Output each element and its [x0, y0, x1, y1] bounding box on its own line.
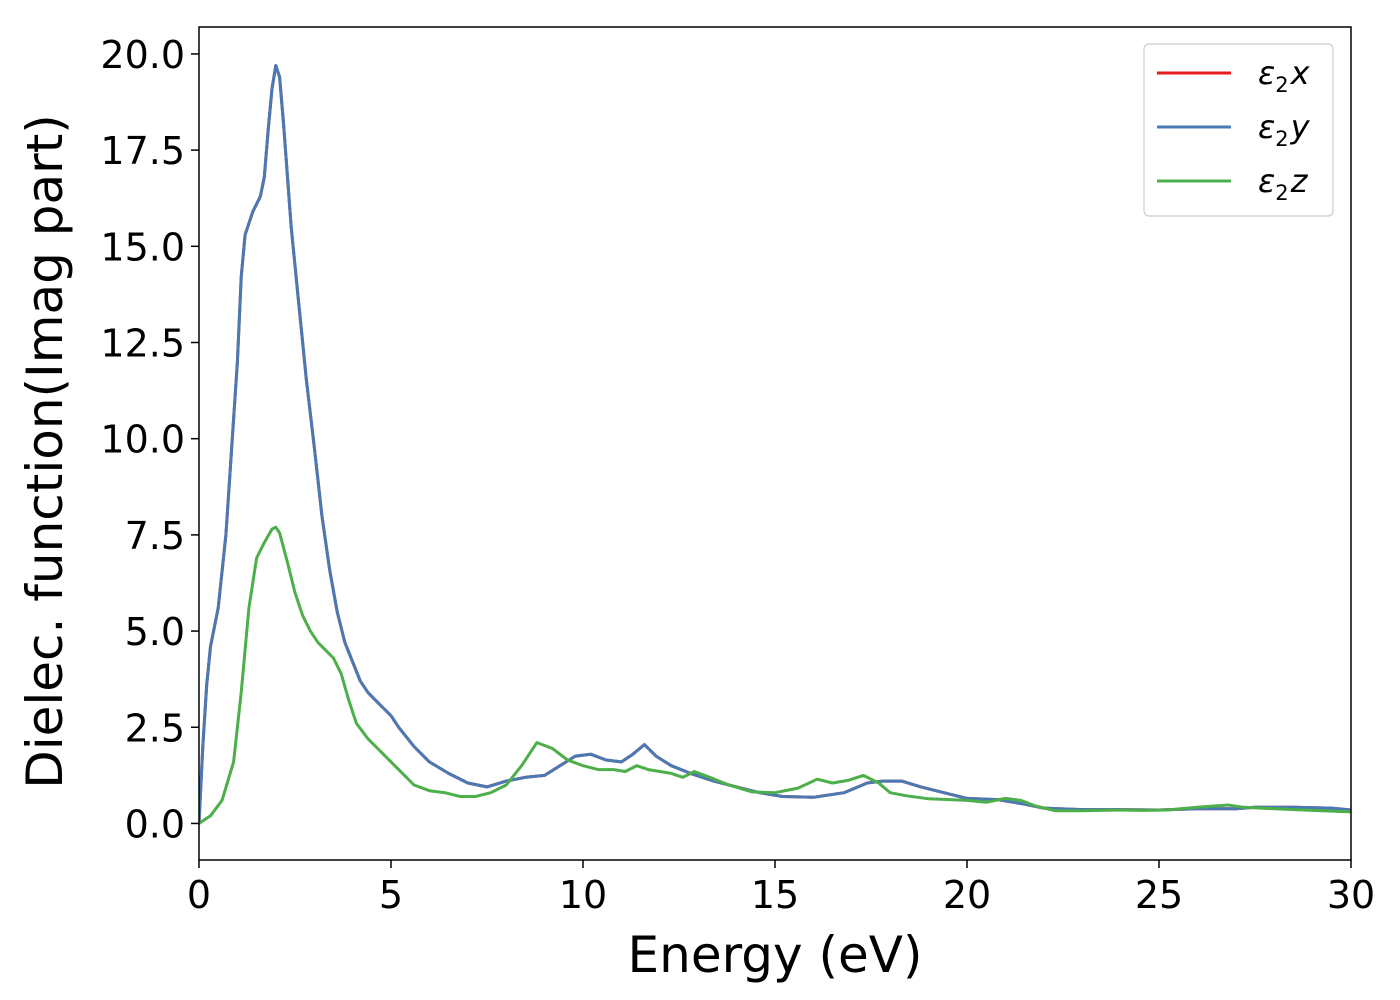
series-line-y — [199, 64, 1351, 825]
x-tick-label: 10 — [559, 873, 607, 917]
y-axis-label: Dielec. function(Imag part) — [16, 114, 74, 789]
y-tick-label: 15.0 — [100, 225, 185, 269]
x-tick-label: 30 — [1327, 873, 1375, 917]
legend-box — [1143, 43, 1334, 217]
x-tick-label: 25 — [1135, 873, 1183, 917]
y-tick-label: 2.5 — [125, 706, 185, 750]
y-tick-label: 5.0 — [125, 610, 185, 654]
y-tick-label: 7.5 — [125, 514, 185, 558]
x-tick-label: 20 — [943, 873, 991, 917]
series-layer — [199, 64, 1351, 825]
y-axis: 0.0 2.5 5.0 7.5 10.0 12.5 15.0 17.5 20.0 — [100, 33, 199, 846]
y-tick-label: 0.0 — [125, 802, 185, 846]
y-tick-label: 17.5 — [100, 129, 185, 173]
legend-label: ε2y — [1258, 108, 1311, 151]
legend: ε2x ε2y ε2z — [1143, 43, 1334, 217]
series-line-z — [199, 525, 1351, 825]
x-axis-label: Energy (eV) — [628, 926, 923, 984]
x-tick-label: 5 — [379, 873, 403, 917]
legend-label: ε2x — [1258, 54, 1311, 97]
y-tick-label: 12.5 — [100, 322, 185, 366]
x-tick-label: 0 — [187, 873, 211, 917]
legend-entry-z: ε2z — [1157, 162, 1309, 205]
legend-entry-y: ε2y — [1157, 108, 1311, 151]
legend-entry-x: ε2x — [1157, 54, 1311, 97]
y-tick-label: 10.0 — [100, 418, 185, 462]
legend-label: ε2z — [1258, 162, 1309, 205]
y-tick-label: 20.0 — [100, 33, 185, 77]
x-axis: 0 5 10 15 20 25 30 — [187, 860, 1375, 917]
x-tick-label: 15 — [751, 873, 799, 917]
